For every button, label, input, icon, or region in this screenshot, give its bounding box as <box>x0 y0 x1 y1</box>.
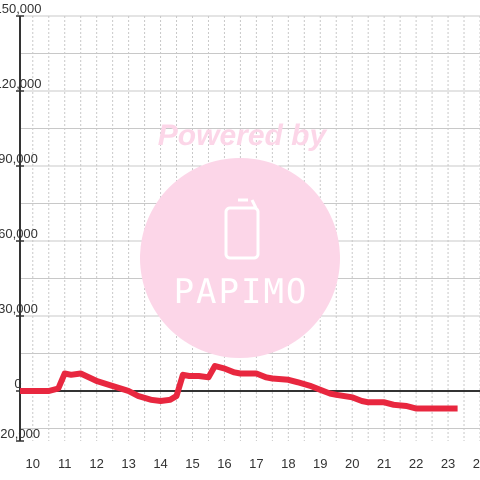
x-tick-label: 23 <box>441 456 455 471</box>
y-tick-label: 90,000 <box>0 151 38 166</box>
phone-icon <box>224 198 260 260</box>
y-tick-label: -20,000 <box>0 426 40 441</box>
watermark: Powered by PAPIMO <box>140 119 340 358</box>
x-tick-label: 10 <box>26 456 40 471</box>
y-tick-label: 0 <box>14 376 21 391</box>
x-tick-label: 13 <box>121 456 135 471</box>
y-tick-label: 150,000 <box>0 1 42 16</box>
x-tick-label: 24 <box>473 456 480 471</box>
x-tick-label: 21 <box>377 456 391 471</box>
tick-labels: -20,000 0 30,000 60,000 90,000 120,000 150,000… <box>0 1 480 471</box>
y-tick-label: 60,000 <box>0 226 38 241</box>
series <box>20 363 458 412</box>
y-tick-label: 30,000 <box>0 301 38 316</box>
watermark-powered-by: Powered by <box>158 119 328 152</box>
x-tick-label: 20 <box>345 456 359 471</box>
x-tick-label: 16 <box>217 456 231 471</box>
x-tick-label: 19 <box>313 456 327 471</box>
x-tick-label: 14 <box>153 456 167 471</box>
x-tick-label: 12 <box>89 456 103 471</box>
x-tick-label: 18 <box>281 456 295 471</box>
x-tick-label: 22 <box>409 456 423 471</box>
x-tick-label: 11 <box>58 456 72 471</box>
y-tick-label: 120,000 <box>0 76 42 91</box>
series-line-0 <box>20 363 458 412</box>
x-tick-label: 15 <box>185 456 199 471</box>
x-tick-label: 17 <box>249 456 263 471</box>
watermark-brand: PAPIMO <box>174 272 309 312</box>
